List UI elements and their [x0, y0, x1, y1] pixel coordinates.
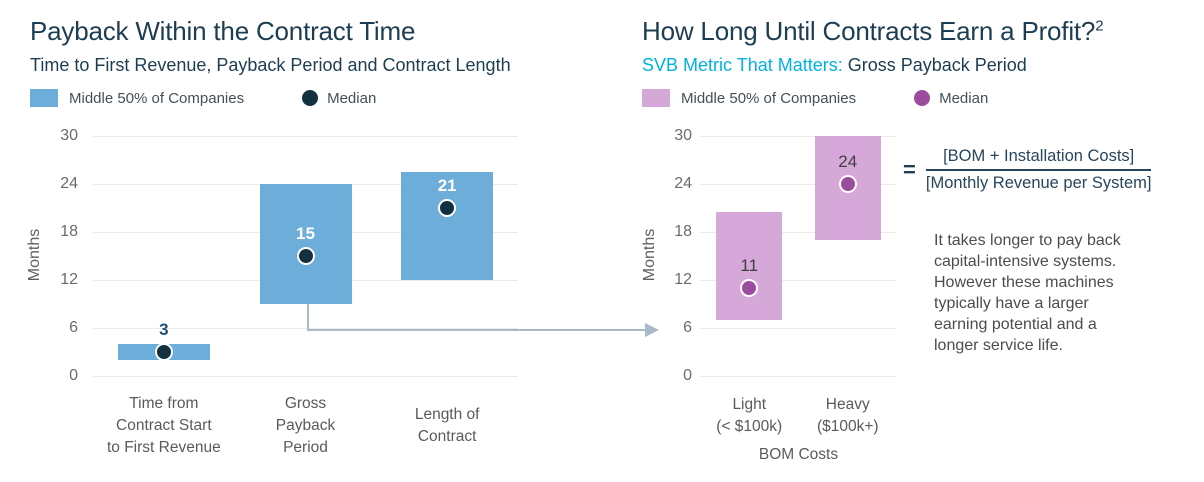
- gridline: [700, 183, 897, 185]
- formula-numerator: [BOM + Installation Costs]: [925, 147, 1152, 171]
- gridline: [700, 135, 897, 137]
- category-label: Gross Payback Period: [275, 395, 336, 456]
- right-legend-median-label: Median: [939, 89, 989, 107]
- right-chart-title-text: How Long Until Contracts Earn a Profit?: [642, 16, 1096, 46]
- median-dot: [154, 343, 173, 361]
- range-bar: [259, 184, 352, 304]
- y-tick-label: 0: [69, 367, 78, 384]
- median-dot: [740, 279, 759, 297]
- left-chart-subtitle: Time to First Revenue, Payback Period an…: [30, 55, 511, 75]
- left-chart-title: Payback Within the Contract Time: [30, 16, 415, 47]
- equals-sign: =: [903, 157, 916, 182]
- y-tick-label: 12: [674, 271, 692, 288]
- y-tick-label: 30: [60, 127, 78, 144]
- connector-line-horizontal: [307, 329, 645, 331]
- gridline: [700, 327, 897, 329]
- purple-range-swatch-icon: [642, 89, 670, 107]
- right-chart-subtitle-rest: Gross Payback Period: [842, 55, 1027, 75]
- median-value-label: 3: [159, 320, 169, 339]
- median-value-label: 24: [838, 152, 858, 171]
- formula-denominator: [Monthly Revenue per System]: [925, 174, 1152, 192]
- left-chart-title-text: Payback Within the Contract Time: [30, 16, 416, 46]
- y-tick-label: 6: [683, 319, 692, 336]
- gridline: [700, 375, 897, 377]
- category-label: Length of Contract: [414, 406, 480, 445]
- svb-metric-label: SVB Metric That Matters:: [642, 55, 843, 75]
- gridline: [93, 327, 518, 329]
- median-dot: [296, 247, 315, 265]
- median-dot: [838, 175, 857, 193]
- gridline: [700, 231, 897, 233]
- formula-fraction: [BOM + Installation Costs] [Monthly Reve…: [925, 147, 1152, 193]
- connector-line-vertical: [307, 304, 309, 331]
- purple-median-dot-icon: [914, 90, 931, 106]
- y-tick-label: 12: [60, 271, 78, 288]
- left-legend-median-label: Median: [327, 89, 377, 107]
- gross-payback-formula: = [BOM + Installation Costs] [Monthly Re…: [903, 147, 1152, 193]
- right-chart-subtitle: SVB Metric That Matters: Gross Payback P…: [642, 55, 1027, 76]
- navy-median-dot-icon: [302, 90, 319, 106]
- range-bar: [401, 172, 494, 280]
- y-axis-title: Months: [26, 228, 43, 282]
- gridline: [93, 135, 518, 137]
- y-tick-label: 24: [60, 175, 78, 192]
- category-label: Time from Contract Start to First Revenue: [106, 395, 221, 456]
- y-tick-label: 24: [674, 175, 692, 192]
- footnote-marker: 2: [1095, 17, 1104, 35]
- capital-intensive-note: It takes longer to pay back capital-inte…: [934, 232, 1121, 354]
- median-dot: [438, 199, 457, 217]
- y-tick-label: 0: [683, 367, 692, 384]
- y-tick-label: 30: [674, 127, 692, 144]
- range-bar: [716, 212, 783, 320]
- y-tick-label: 18: [60, 223, 78, 240]
- category-label: Light (< $100k): [716, 396, 783, 435]
- median-value-label: 11: [740, 256, 759, 275]
- right-chart-title: How Long Until Contracts Earn a Profit?2: [642, 16, 1104, 47]
- connector-arrowhead-icon: [645, 323, 659, 337]
- y-tick-label: 18: [674, 223, 692, 240]
- left-legend-range-label: Middle 50% of Companies: [69, 89, 245, 107]
- median-value-label: 21: [437, 176, 457, 195]
- gridline: [93, 375, 518, 377]
- y-tick-label: 6: [69, 319, 78, 336]
- median-value-label: 15: [296, 224, 315, 243]
- right-legend: Middle 50% of Companies Median: [642, 89, 988, 107]
- blue-range-swatch-icon: [30, 89, 58, 107]
- gridline: [700, 279, 897, 281]
- category-label: Heavy ($100k+): [816, 396, 879, 435]
- right-legend-range-label: Middle 50% of Companies: [681, 89, 857, 107]
- x-axis-title: BOM Costs: [758, 446, 839, 463]
- y-axis-title: Months: [641, 228, 658, 282]
- left-legend: Middle 50% of Companies Median: [30, 89, 376, 107]
